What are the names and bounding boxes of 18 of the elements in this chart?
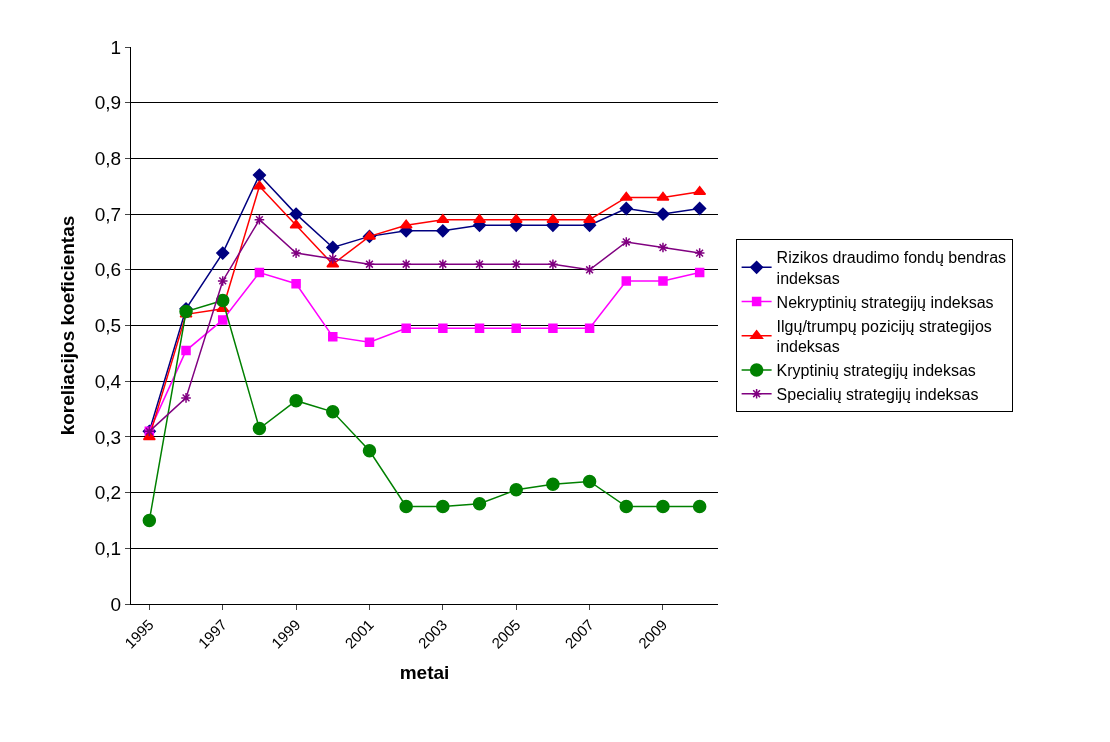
y-tick-label: 1 [110,36,122,58]
y-tick-label: 0,8 [94,148,122,170]
legend-label: Rizikos draudimo fondų bendras indeksas [776,249,1007,287]
y-tick-label: 0,2 [94,482,122,504]
y-tick-label: 0,4 [94,370,122,392]
y-tick-label: 0,3 [94,426,122,448]
x-axis-title: metai [399,662,450,684]
legend-label: Nekryptinių strategijų indeksas [776,293,994,311]
y-tick-label: 0,6 [94,259,122,281]
legend-label: Specialių strategijų indeksas [776,385,979,403]
y-axis-title: koreliacijos koeficientas [56,215,78,436]
y-tick-label: 0,1 [94,537,122,559]
legend-label: Kryptinių strategijų indeksas [776,362,976,380]
y-tick-label: 0,5 [94,315,122,337]
y-tick-label: 0 [110,593,122,615]
legend-label: Ilgų/trumpų pozicijų strategijos indeksas [776,317,992,356]
y-tick-label: 0,9 [94,92,122,114]
y-tick-label: 0,7 [94,203,122,225]
